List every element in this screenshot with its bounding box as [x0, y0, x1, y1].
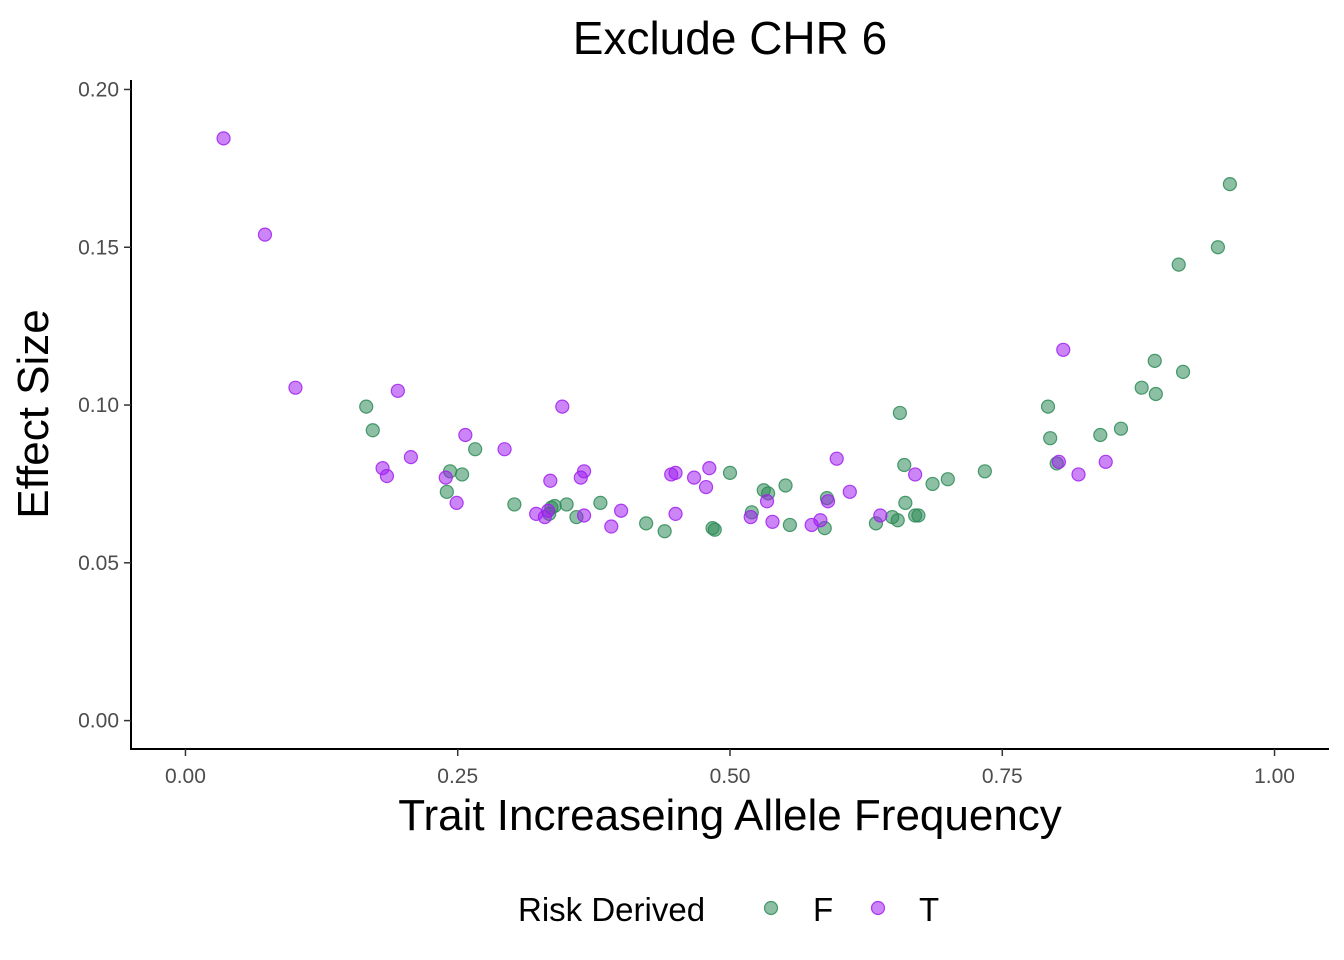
data-point-t — [576, 508, 592, 523]
data-point-t — [497, 442, 512, 457]
data-point-t — [743, 509, 758, 525]
data-point-t — [576, 464, 592, 479]
y-tick-label: 0.00 — [78, 710, 119, 733]
data-point-f — [890, 513, 905, 528]
data-point-t — [541, 503, 556, 518]
x-tick-label: 0.75 — [982, 765, 1023, 788]
y-tick-label: 0.15 — [78, 236, 119, 259]
data-point-f — [911, 508, 926, 523]
data-point-t — [1071, 467, 1086, 482]
data-point-t — [702, 461, 717, 476]
data-point-t — [543, 473, 558, 488]
data-point-f — [897, 457, 912, 473]
data-point-t — [873, 508, 888, 523]
y-tick-label: 0.10 — [78, 394, 119, 417]
y-axis-ticks: 0.00 0.05 0.10 0.15 0.20 — [78, 78, 131, 733]
data-point-f — [1113, 421, 1129, 436]
data-point-t — [829, 451, 844, 466]
data-point-t — [555, 399, 570, 414]
data-point-t — [458, 427, 473, 443]
data-point-t — [449, 495, 464, 510]
y-tick-label: 0.05 — [78, 552, 119, 575]
x-tick-label: 0.25 — [437, 765, 478, 788]
data-point-t — [820, 494, 836, 509]
data-point-t — [613, 503, 629, 518]
data-point-f — [559, 497, 574, 512]
y-axis-title: Effect Size — [9, 309, 58, 519]
data-point-t — [842, 484, 857, 499]
data-point-f — [1222, 177, 1237, 192]
x-tick-label: 0.00 — [165, 765, 206, 788]
data-point-t — [765, 514, 780, 529]
legend-label-f: F — [813, 891, 833, 928]
legend-key-f — [763, 900, 779, 916]
data-point-f — [707, 522, 722, 537]
data-point-f — [892, 405, 907, 421]
x-axis-ticks: 0.00 0.25 0.50 0.75 1.00 — [165, 749, 1295, 788]
data-point-t — [908, 467, 923, 482]
legend-key-t — [870, 900, 886, 916]
data-point-t — [1051, 454, 1067, 469]
legend-label-t: T — [919, 891, 939, 928]
data-point-f — [593, 495, 608, 510]
data-point-t — [698, 479, 714, 495]
data-point-f — [657, 524, 672, 539]
data-point-t — [390, 383, 405, 398]
data-point-f — [1093, 427, 1108, 443]
data-point-t — [403, 450, 418, 465]
x-tick-label: 0.50 — [710, 765, 751, 788]
legend-title: Risk Derived — [518, 891, 705, 928]
data-point-t — [604, 519, 619, 534]
x-axis-title: Trait Increaseing Allele Frequency — [398, 791, 1062, 840]
data-point-t — [668, 506, 683, 522]
data-point-f — [977, 464, 992, 479]
data-point-t — [668, 465, 683, 480]
data-point-f — [1148, 386, 1163, 402]
data-point-t — [216, 131, 231, 146]
data-point-f — [1175, 364, 1191, 379]
data-point-f — [639, 516, 654, 531]
data-point-f — [778, 478, 793, 493]
data-point-f — [439, 484, 454, 499]
data-point-f — [1043, 431, 1058, 446]
data-point-t — [438, 470, 453, 485]
chart-title: Exclude CHR 6 — [573, 12, 887, 64]
legend: Risk Derived F T — [518, 891, 939, 928]
data-point-t — [686, 470, 702, 485]
data-point-t — [1098, 454, 1113, 469]
data-point-t — [813, 513, 828, 528]
data-point-t — [288, 380, 303, 395]
x-tick-label: 1.00 — [1254, 765, 1295, 788]
data-point-t — [759, 494, 775, 509]
data-point-t — [257, 227, 273, 242]
data-point-f — [507, 497, 522, 512]
y-tick-label: 0.20 — [78, 78, 119, 101]
data-point-f — [359, 399, 374, 414]
data-point-f — [1134, 380, 1149, 395]
data-point-t — [379, 468, 395, 484]
data-point-f — [722, 465, 738, 480]
data-point-t — [1056, 342, 1071, 357]
data-points — [216, 131, 1237, 539]
data-point-f — [1171, 257, 1186, 272]
data-point-f — [365, 423, 380, 438]
data-point-f — [1147, 353, 1162, 368]
data-point-f — [898, 495, 913, 510]
data-point-f — [468, 442, 483, 457]
data-point-f — [454, 467, 470, 482]
data-point-f — [1210, 240, 1226, 255]
data-point-f — [1040, 399, 1056, 414]
data-point-f — [925, 476, 940, 492]
data-point-f — [940, 472, 955, 487]
data-point-f — [782, 517, 798, 533]
